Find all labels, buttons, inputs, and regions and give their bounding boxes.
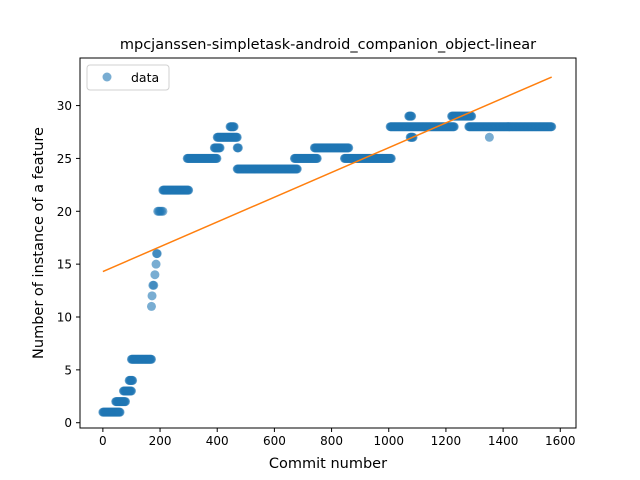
x-tick-label: 200 — [149, 434, 172, 448]
data-point — [386, 153, 396, 163]
data-point — [484, 132, 494, 142]
y-axis-label: Number of instance of a feature — [31, 127, 47, 359]
data-point — [232, 132, 242, 142]
data-point — [152, 249, 162, 259]
y-tick-label: 20 — [57, 205, 72, 219]
y-tick-label: 5 — [64, 363, 72, 377]
data-point — [146, 354, 156, 364]
legend-marker-data — [102, 72, 112, 82]
data-point — [467, 111, 477, 121]
legend-label-data: data — [131, 70, 159, 85]
data-point — [150, 270, 160, 280]
data-point — [128, 375, 138, 385]
x-tick-label: 1400 — [488, 434, 519, 448]
data-point — [312, 153, 322, 163]
data-point — [149, 280, 159, 290]
y-tick-label: 0 — [64, 416, 72, 430]
data-point — [547, 122, 557, 132]
y-tick-label: 10 — [57, 311, 72, 325]
x-tick-label: 0 — [99, 434, 107, 448]
x-tick-label: 600 — [263, 434, 286, 448]
data-point — [449, 122, 459, 132]
data-point — [292, 164, 302, 174]
data-point — [146, 301, 156, 311]
data-point — [407, 111, 417, 121]
y-tick-label: 30 — [57, 99, 72, 113]
chart-title: mpcjanssen-simpletask-android_companion_… — [120, 37, 536, 53]
legend: data — [86, 64, 170, 91]
x-tick-label: 1000 — [373, 434, 404, 448]
x-axis-ticks: 0 200 400 600 800 1000 1200 1400 1600 — [99, 428, 576, 448]
axes-frame — [79, 57, 577, 429]
data-point — [120, 397, 130, 407]
y-tick-label: 15 — [57, 258, 72, 272]
y-tick-label: 25 — [57, 152, 72, 166]
x-tick-label: 800 — [320, 434, 343, 448]
x-tick-label: 400 — [206, 434, 229, 448]
data-point — [126, 386, 136, 396]
x-tick-label: 1200 — [431, 434, 462, 448]
data-point — [233, 143, 243, 153]
legend-frame — [86, 64, 170, 91]
data-point — [215, 143, 225, 153]
data-point — [212, 153, 222, 163]
data-point — [151, 259, 161, 269]
data-point — [344, 143, 354, 153]
x-tick-label: 1600 — [545, 434, 576, 448]
x-axis-label: Commit number — [269, 456, 387, 472]
y-axis-ticks: 0 5 10 15 20 25 30 — [57, 99, 80, 430]
data-point — [158, 206, 168, 216]
data-point — [184, 185, 194, 195]
plot-area — [98, 76, 557, 417]
data-point — [147, 291, 157, 301]
fit-line — [102, 76, 552, 273]
data-point — [229, 122, 239, 132]
data-point — [115, 407, 125, 417]
